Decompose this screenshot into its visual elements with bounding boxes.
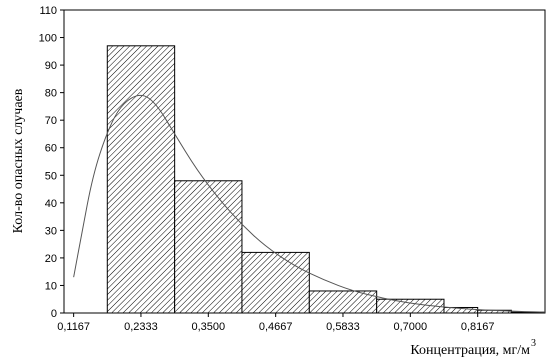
y-tick-label: 60 bbox=[45, 143, 57, 155]
x-tick-label: 0,7000 bbox=[394, 321, 428, 333]
y-tick-label: 40 bbox=[45, 198, 57, 210]
y-tick-label: 10 bbox=[45, 280, 57, 292]
histogram-bar bbox=[174, 180, 243, 314]
y-tick-label: 50 bbox=[45, 170, 57, 182]
x-tick-label: 0,2333 bbox=[124, 321, 158, 333]
y-tick-label: 90 bbox=[45, 60, 57, 72]
density-curve bbox=[73, 94, 546, 313]
histogram-bar bbox=[376, 298, 445, 314]
y-axis-ticks: 0 10 20 30 40 50 60 70 80 90 100 110 bbox=[39, 5, 64, 320]
x-tick-label: 0,8167 bbox=[461, 321, 495, 333]
y-axis-title: Кол-во опасных случаев bbox=[11, 88, 26, 233]
histogram-bar bbox=[106, 45, 176, 314]
x-axis-title: Концентрация, мг/м bbox=[410, 343, 530, 358]
x-tick-label: 0,5833 bbox=[326, 321, 360, 333]
y-tick-label: 0 bbox=[51, 308, 57, 320]
x-axis-ticks: 0,1167 0,2333 0,3500 0,4667 0,5833 0,7000 0,81… bbox=[57, 313, 495, 333]
x-axis-title-text: Концентрация, мг/м bbox=[410, 343, 530, 358]
x-tick-label: 0,3500 bbox=[191, 321, 225, 333]
y-tick-label: 30 bbox=[45, 225, 57, 237]
histogram-bars bbox=[106, 45, 546, 314]
x-tick-label: 0,1167 bbox=[57, 321, 90, 333]
x-tick-label: 0,4667 bbox=[259, 321, 293, 333]
histogram-bar bbox=[241, 251, 310, 314]
y-tick-label: 100 bbox=[39, 33, 57, 45]
y-tick-label: 20 bbox=[45, 253, 57, 265]
y-tick-label: 80 bbox=[45, 88, 57, 100]
x-axis-title-superscript: 3 bbox=[531, 338, 536, 349]
y-tick-label: 70 bbox=[45, 115, 57, 127]
y-tick-label: 110 bbox=[39, 5, 57, 17]
